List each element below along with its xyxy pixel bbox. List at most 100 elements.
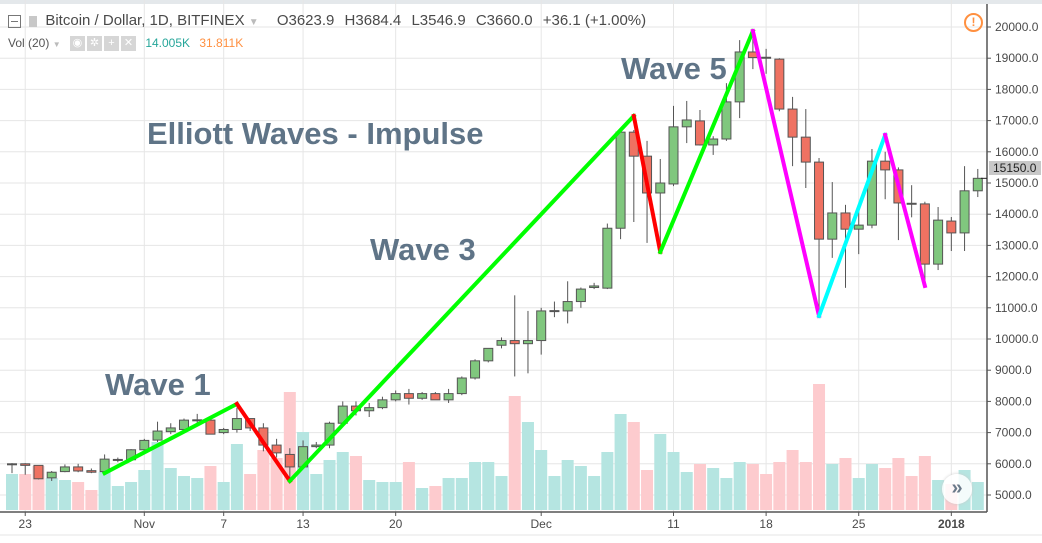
volume-bar [865, 464, 878, 510]
candle-body [721, 101, 732, 140]
price-tick-label: 14000.0 [995, 207, 1039, 221]
candle [73, 463, 84, 473]
volume-bar [138, 470, 151, 510]
volume-bar [442, 478, 455, 510]
plus-icon[interactable]: + [103, 36, 119, 52]
volume-bar [164, 468, 177, 510]
close-icon[interactable]: ✕ [120, 36, 136, 52]
candle [906, 185, 917, 218]
candle [853, 207, 864, 255]
volume-bar [574, 466, 587, 510]
volume-value: 14.005K [145, 36, 191, 50]
volume-bar [469, 462, 482, 510]
annotation-wave-5[interactable]: Wave 5 [621, 51, 727, 86]
candle-body [827, 212, 838, 240]
time-tick-label: 11 [667, 517, 680, 531]
candle [231, 407, 242, 433]
price-tick-label: 12000.0 [995, 270, 1039, 284]
time-tick-label: 20 [389, 517, 403, 531]
candle-body [509, 340, 520, 345]
volume-bar [932, 480, 945, 510]
candle-body [761, 56, 772, 59]
time-tick-label: 23 [19, 517, 33, 531]
candle-body [86, 470, 97, 473]
candle-body [946, 220, 957, 234]
volume-bar [971, 482, 984, 510]
volume-bar [363, 480, 376, 510]
alert-icon[interactable]: ! [964, 13, 983, 32]
candle [284, 448, 295, 480]
collapse-icon[interactable] [8, 14, 21, 28]
candle [470, 359, 481, 380]
price-tick-label: 13000.0 [995, 238, 1039, 252]
volume-bar [455, 478, 468, 510]
candle [946, 217, 957, 252]
candle-body [853, 224, 864, 230]
annotation-wave-1[interactable]: Wave 1 [105, 367, 211, 402]
volume-bar [125, 482, 138, 510]
candle-body [430, 393, 441, 401]
volume-bar [707, 468, 720, 510]
candle [866, 148, 877, 229]
candle-body [800, 136, 811, 163]
annotation-title[interactable]: Elliott Waves - Impulse [147, 116, 484, 151]
volume-bar [601, 452, 614, 510]
scroll-right-icon[interactable]: » [942, 474, 972, 504]
candle [972, 168, 983, 198]
volume-bar [826, 464, 839, 510]
candle [681, 100, 692, 144]
candle-body [549, 310, 560, 313]
volume-bar [204, 466, 217, 510]
dropdown-icon[interactable]: ▼ [248, 17, 259, 28]
candle [800, 109, 811, 188]
candle-body [112, 458, 123, 461]
volume-bar [799, 462, 812, 510]
candle-body [152, 430, 163, 441]
volume-label[interactable]: Vol (20) [8, 36, 50, 50]
candle-body [787, 108, 798, 138]
volume-bar [336, 452, 349, 510]
price-tick-label: 17000.0 [995, 114, 1039, 128]
annotation-wave-3[interactable]: Wave 3 [370, 232, 476, 267]
volume-bar [58, 480, 71, 510]
candle [377, 396, 388, 410]
price-tick-label: 19000.0 [995, 51, 1039, 65]
candle-body [165, 427, 176, 433]
candle [271, 438, 282, 458]
candle-body [919, 203, 930, 265]
gear-icon[interactable]: ✲ [86, 36, 102, 52]
volume-bar [85, 490, 98, 510]
candle-body [364, 407, 375, 412]
wave-line [287, 113, 637, 484]
candle-body [284, 453, 295, 468]
wave-line [882, 132, 928, 289]
volume-bar [6, 474, 18, 510]
eye-icon[interactable]: ◉ [69, 36, 85, 52]
time-tick-label: 2018 [938, 517, 965, 531]
symbol-title[interactable]: Bitcoin / Dollar, 1D, BITFINEX [45, 12, 245, 29]
volume-bar [416, 488, 429, 510]
wave-line [234, 401, 293, 484]
candle-body [7, 463, 17, 466]
volume-bar [402, 462, 415, 510]
candle [218, 427, 229, 435]
candle-body [483, 347, 494, 362]
candle-body [218, 428, 229, 434]
candle [615, 131, 626, 240]
top-band [0, 0, 1042, 4]
candle-body [906, 202, 917, 205]
candle [628, 129, 639, 222]
price-tick-label: 6000.0 [995, 457, 1032, 471]
volume-ma-value: 31.811K [199, 36, 244, 50]
price-tick-label: 16000.0 [995, 145, 1039, 159]
symbol-flag-icon [29, 15, 38, 27]
candle [575, 287, 586, 308]
candle-body [840, 212, 851, 230]
price-tick-label: 10000.0 [995, 332, 1039, 346]
candle-body [562, 301, 573, 312]
candle-body [615, 131, 626, 229]
volume-bar [879, 468, 892, 510]
dropdown-icon[interactable]: ▼ [52, 40, 61, 49]
